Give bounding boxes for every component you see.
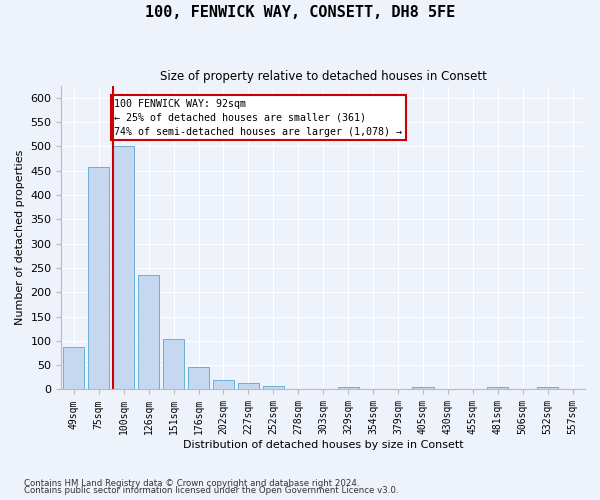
- Bar: [338, 387, 359, 390]
- X-axis label: Distribution of detached houses by size in Consett: Distribution of detached houses by size …: [183, 440, 464, 450]
- Bar: [163, 340, 184, 390]
- Bar: [487, 387, 508, 390]
- Bar: [263, 386, 284, 390]
- Y-axis label: Number of detached properties: Number of detached properties: [15, 150, 25, 325]
- Bar: [412, 387, 434, 390]
- Bar: [238, 383, 259, 390]
- Bar: [138, 275, 159, 390]
- Text: Contains HM Land Registry data © Crown copyright and database right 2024.: Contains HM Land Registry data © Crown c…: [24, 478, 359, 488]
- Text: Contains public sector information licensed under the Open Government Licence v3: Contains public sector information licen…: [24, 486, 398, 495]
- Bar: [188, 366, 209, 390]
- Bar: [213, 380, 234, 390]
- Title: Size of property relative to detached houses in Consett: Size of property relative to detached ho…: [160, 70, 487, 83]
- Text: 100 FENWICK WAY: 92sqm
← 25% of detached houses are smaller (361)
74% of semi-de: 100 FENWICK WAY: 92sqm ← 25% of detached…: [115, 98, 403, 136]
- Bar: [113, 146, 134, 390]
- Text: 100, FENWICK WAY, CONSETT, DH8 5FE: 100, FENWICK WAY, CONSETT, DH8 5FE: [145, 5, 455, 20]
- Bar: [63, 346, 85, 390]
- Bar: [88, 167, 109, 390]
- Bar: [537, 387, 558, 390]
